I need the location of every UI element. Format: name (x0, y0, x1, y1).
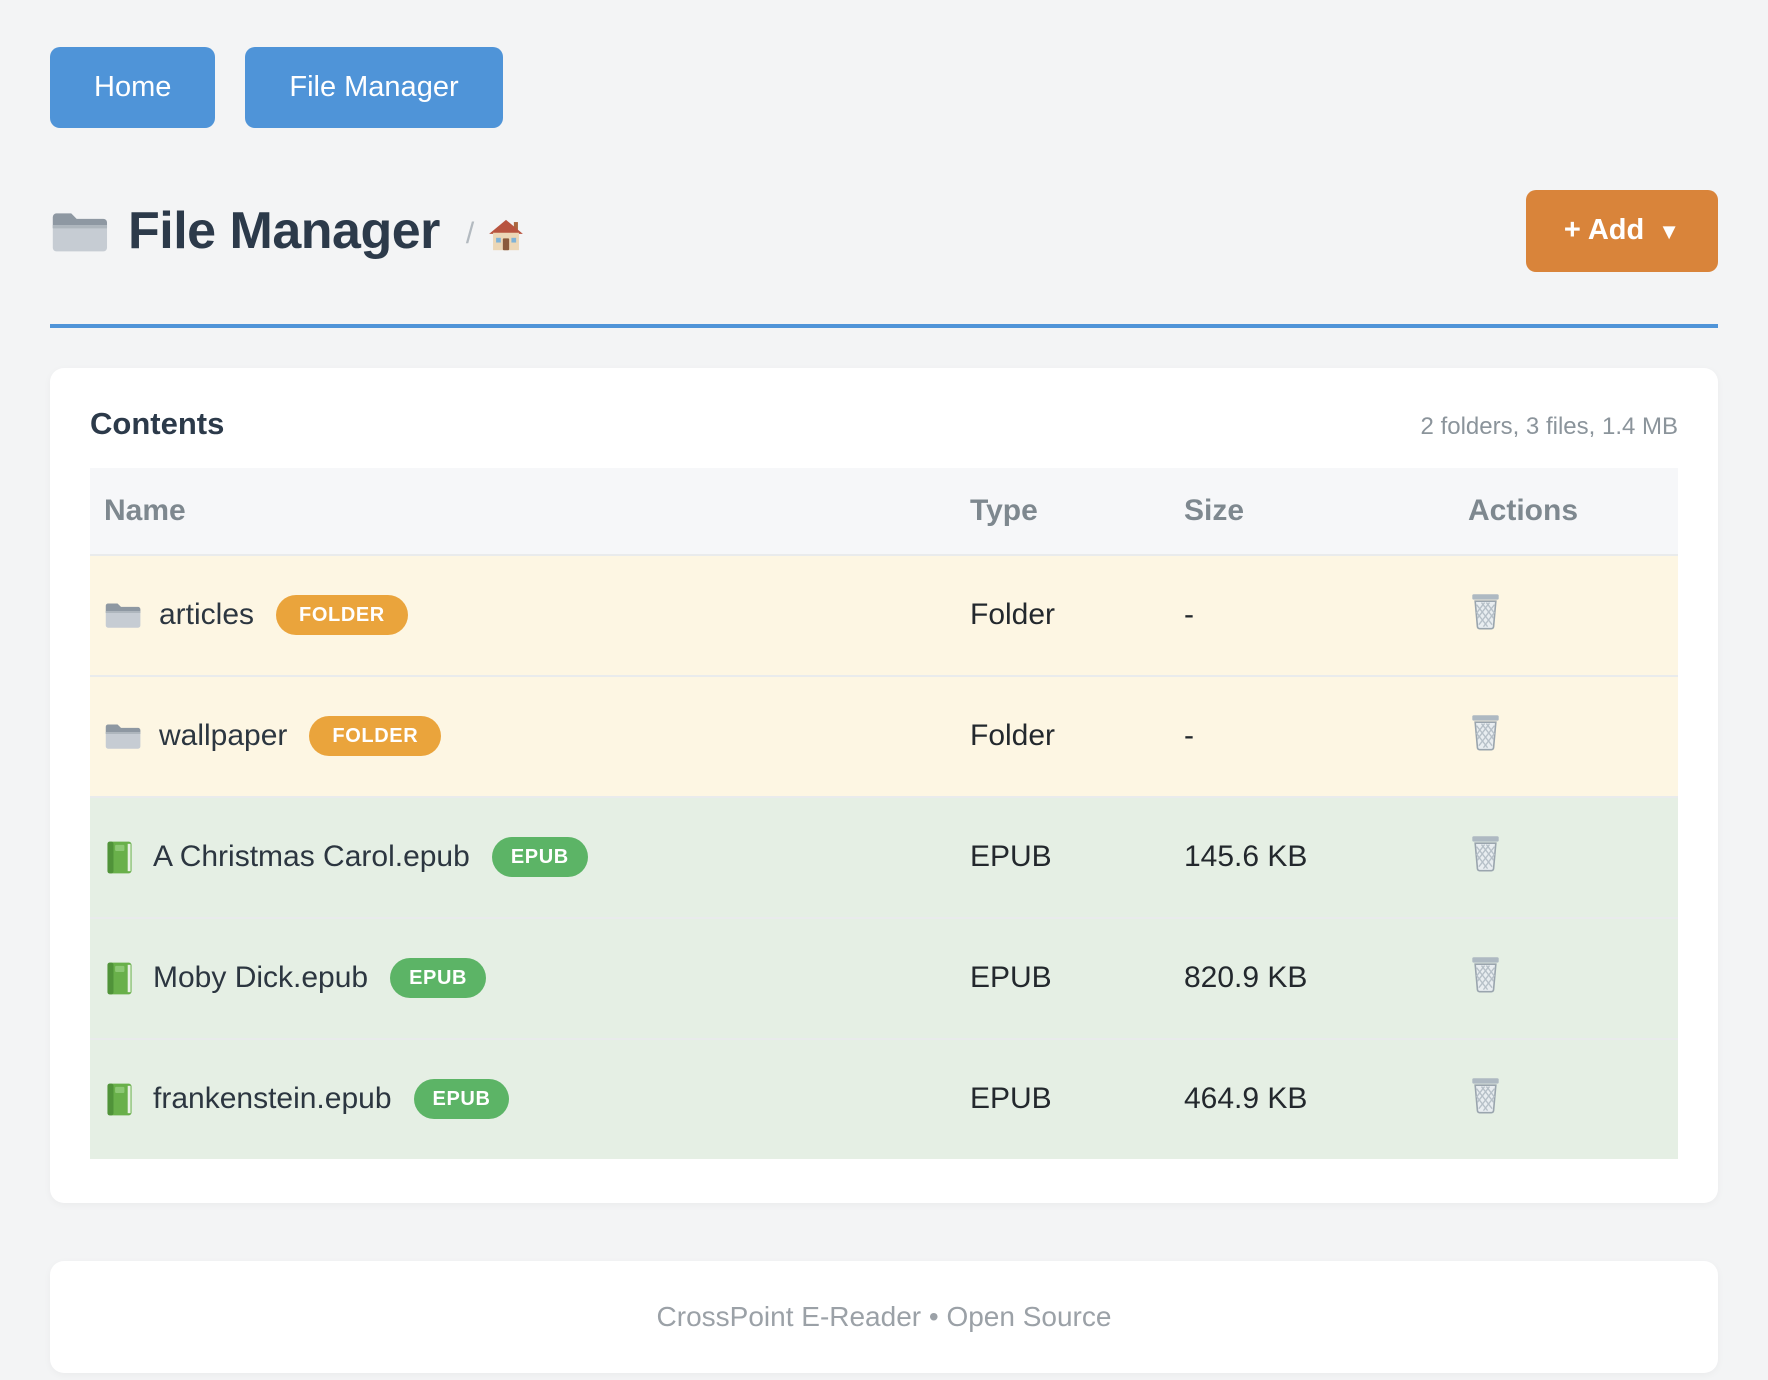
item-size: - (1184, 598, 1194, 631)
table-row: Moby Dick.epub EPUB EPUB 820.9 KB (90, 918, 1678, 1039)
item-name: frankenstein.epub (153, 1079, 392, 1119)
item-type: Folder (970, 598, 1055, 631)
delete-button[interactable] (1468, 1076, 1503, 1115)
delete-button[interactable] (1468, 592, 1503, 631)
item-size: 464.9 KB (1184, 1082, 1307, 1115)
add-button[interactable]: + Add ▼ (1526, 190, 1718, 271)
delete-button[interactable] (1468, 713, 1503, 752)
green-book-icon (104, 840, 135, 875)
item-type: Folder (970, 719, 1055, 752)
footer-text: CrossPoint E-Reader • Open Source (90, 1301, 1678, 1333)
table-header-row: Name Type Size Actions (90, 468, 1678, 555)
page: Home File Manager File Manager / + Add ▼… (0, 0, 1768, 1380)
delete-button[interactable] (1468, 955, 1503, 994)
epub-badge: EPUB (414, 1079, 510, 1119)
column-header-size: Size (1170, 468, 1454, 555)
green-book-icon (104, 961, 135, 996)
footer: CrossPoint E-Reader • Open Source (50, 1261, 1718, 1373)
column-header-name: Name (90, 468, 956, 555)
contents-card-header: Contents 2 folders, 3 files, 1.4 MB (90, 406, 1678, 442)
house-icon[interactable] (488, 218, 524, 252)
wastebasket-icon (1468, 955, 1503, 994)
add-button-label: + Add (1564, 214, 1644, 247)
table-row: frankenstein.epub EPUB EPUB 464.9 KB (90, 1039, 1678, 1159)
title-divider (50, 324, 1718, 328)
wastebasket-icon (1468, 713, 1503, 752)
green-book-icon (104, 1082, 135, 1117)
top-nav: Home File Manager (50, 47, 1718, 128)
folder-icon (104, 600, 141, 630)
page-header: File Manager / + Add ▼ (50, 190, 1718, 271)
caret-down-icon: ▼ (1658, 219, 1680, 244)
item-size: - (1184, 719, 1194, 752)
item-type: EPUB (970, 961, 1052, 994)
epub-badge: EPUB (492, 837, 588, 877)
table-row: wallpaper FOLDER Folder - (90, 676, 1678, 797)
table-row: A Christmas Carol.epub EPUB EPUB 145.6 K… (90, 797, 1678, 918)
column-header-actions: Actions (1454, 468, 1678, 555)
wastebasket-icon (1468, 1076, 1503, 1115)
column-header-type: Type (956, 468, 1170, 555)
folder-badge: FOLDER (309, 716, 441, 756)
item-size: 145.6 KB (1184, 840, 1307, 873)
folder-icon (104, 721, 141, 751)
file-manager-button[interactable]: File Manager (245, 47, 502, 128)
item-name[interactable]: wallpaper (159, 716, 287, 756)
contents-title: Contents (90, 406, 224, 442)
contents-card: Contents 2 folders, 3 files, 1.4 MB Name… (50, 368, 1718, 1203)
page-title: File Manager (128, 201, 440, 261)
folder-icon (50, 208, 108, 255)
item-name[interactable]: articles (159, 595, 254, 635)
file-table: Name Type Size Actions articles FOLDER (90, 468, 1678, 1159)
wastebasket-icon (1468, 592, 1503, 631)
item-type: EPUB (970, 840, 1052, 873)
home-button[interactable]: Home (50, 47, 215, 128)
item-type: EPUB (970, 1082, 1052, 1115)
contents-summary: 2 folders, 3 files, 1.4 MB (1421, 413, 1678, 441)
delete-button[interactable] (1468, 834, 1503, 873)
folder-badge: FOLDER (276, 595, 408, 635)
item-name: Moby Dick.epub (153, 958, 368, 998)
item-name: A Christmas Carol.epub (153, 837, 470, 877)
page-title-group: File Manager / (50, 201, 524, 261)
table-row: articles FOLDER Folder - (90, 555, 1678, 676)
item-size: 820.9 KB (1184, 961, 1307, 994)
wastebasket-icon (1468, 834, 1503, 873)
epub-badge: EPUB (390, 958, 486, 998)
breadcrumb-separator: / (466, 217, 474, 251)
